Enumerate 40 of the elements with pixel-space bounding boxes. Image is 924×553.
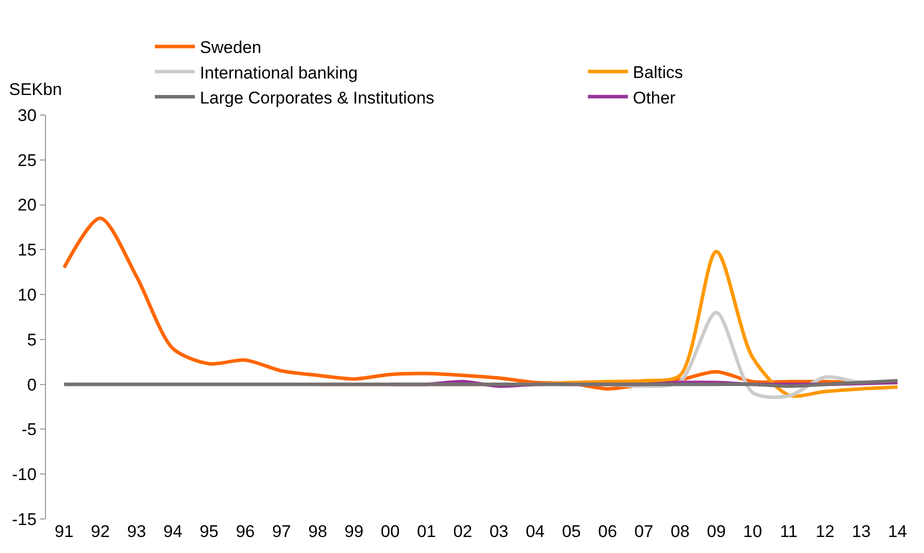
- legend-label: International banking: [200, 63, 358, 82]
- x-tick-label: 92: [90, 522, 110, 541]
- x-tick-label: 95: [200, 522, 219, 541]
- x-tick-label: 04: [526, 522, 545, 541]
- x-tick-label: 97: [272, 522, 291, 541]
- x-tick-label: 00: [380, 522, 400, 541]
- y-tick-label: 25: [18, 150, 37, 170]
- x-tick-label: 93: [127, 522, 146, 541]
- x-tick-label: 07: [634, 522, 654, 541]
- x-tick-label: 06: [598, 522, 618, 541]
- y-tick-label: 0: [27, 375, 37, 394]
- x-tick-label: 10: [743, 522, 762, 541]
- x-tick-label: 09: [706, 522, 726, 541]
- x-tick-label: 14: [888, 522, 907, 541]
- y-tick-label: 5: [27, 330, 37, 350]
- legend-label: Sweden: [200, 38, 262, 58]
- x-tick-label: 08: [670, 522, 690, 541]
- legend-label: Baltics: [632, 63, 683, 82]
- legend-label: Other: [632, 88, 676, 108]
- y-tick-label: -5: [21, 420, 37, 440]
- y-tick-label: 30: [18, 106, 37, 125]
- x-tick-label: 98: [308, 522, 328, 541]
- x-tick-label: 94: [163, 522, 182, 541]
- x-tick-label: 96: [236, 522, 255, 541]
- x-tick-label: 99: [344, 522, 364, 541]
- x-tick-label: 03: [489, 522, 508, 541]
- y-tick-label: 20: [18, 196, 37, 215]
- x-tick-label: 11: [780, 522, 798, 541]
- x-tick-label: 91: [54, 522, 74, 541]
- y-axis-title: SEKbn: [9, 80, 62, 99]
- y-tick-label: 10: [18, 286, 37, 305]
- y-tick-label: 15: [18, 240, 37, 260]
- x-tick-label: 05: [562, 522, 581, 541]
- y-tick-label: -10: [12, 465, 37, 484]
- x-tick-label: 13: [852, 522, 871, 541]
- x-tick-label: 02: [453, 522, 472, 541]
- x-tick-label: 12: [816, 522, 834, 541]
- legend-label: Large Corporates & Institutions: [200, 88, 434, 108]
- x-tick-label: 01: [417, 522, 436, 541]
- y-tick-label: -15: [12, 510, 37, 529]
